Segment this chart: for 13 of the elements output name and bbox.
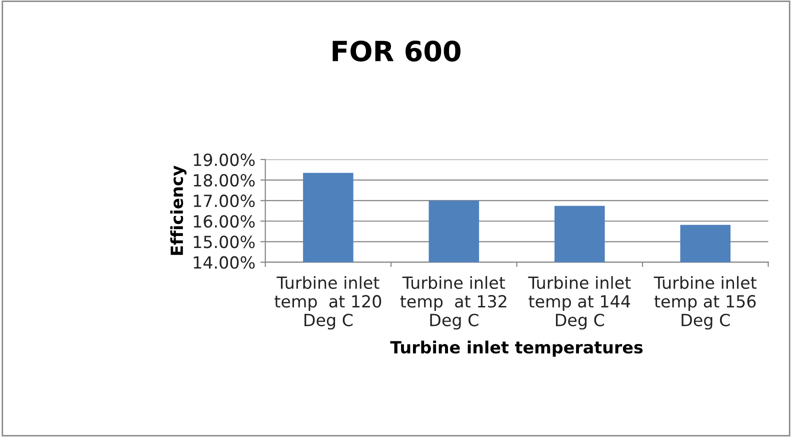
y-tick-label: 15.00% [194, 236, 255, 248]
y-tick-label: 14.00% [194, 256, 255, 269]
y-tick-label: 16.00% [194, 215, 255, 228]
x-tick-label: Turbine inlet temp at 156 Deg C [654, 276, 756, 330]
chart-title: FOR 600 [332, 40, 460, 62]
x-tick-label: Turbine inlet temp at 144 Deg C [528, 276, 631, 330]
y-tick-label: 19.00% [194, 153, 255, 166]
x-axis-title: Turbine inlet temperatures [390, 340, 643, 357]
y-tick-label: 18.00% [194, 174, 255, 187]
x-tick-label: Turbine inlet temp at 120 Deg C [274, 276, 382, 330]
x-tick-label: Turbine inlet temp at 132 Deg C [400, 276, 506, 330]
y-tick-label: 17.00% [194, 194, 255, 208]
y-axis-title: Efficiency [170, 166, 186, 255]
